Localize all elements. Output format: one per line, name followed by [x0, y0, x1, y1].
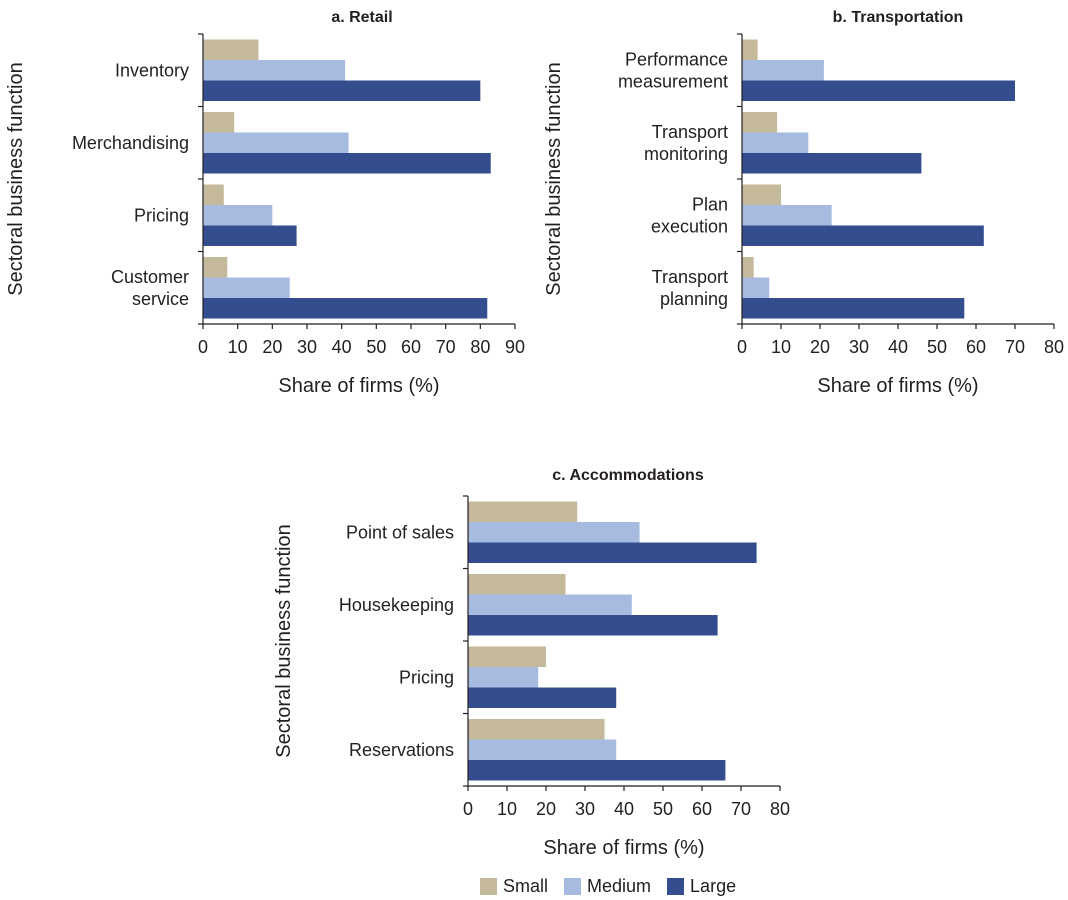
chart-panel-retail: a. Retail Inventory Merchandising Pricing Cu…: [0, 0, 540, 410]
category-label: Merchandising: [72, 133, 189, 153]
category-label: Plan execution: [651, 194, 728, 236]
bar-transport-monitoring-medium: [742, 133, 808, 154]
x-tick-label: 10: [771, 337, 791, 357]
x-axis-title: Share of firms (%): [543, 837, 704, 859]
x-tick-label: 40: [888, 337, 908, 357]
bar-pricing-medium: [468, 667, 538, 688]
x-tick-label: 50: [366, 337, 386, 357]
legend-swatch-small: [480, 878, 497, 895]
x-tick-label: 40: [614, 799, 634, 819]
chart-title: a. Retail: [331, 9, 392, 26]
bar-transport-planning-small: [742, 257, 754, 278]
bar-pricing-large: [468, 688, 616, 709]
chart-legend: Small Medium Large: [480, 876, 736, 897]
x-tick-label: 30: [849, 337, 869, 357]
chart-title: c. Accommodations: [552, 467, 704, 484]
y-axis-title: Sectoral business function: [5, 62, 27, 295]
x-tick-label: 80: [470, 337, 490, 357]
bar-plan-execution-small: [742, 185, 781, 206]
x-tick-label: 80: [770, 799, 790, 819]
bar-merchandising-medium: [203, 133, 349, 154]
bar-housekeeping-medium: [468, 595, 632, 616]
category-label: Pricing: [134, 205, 189, 225]
x-tick-label: 90: [505, 337, 525, 357]
bar-housekeeping-small: [468, 574, 566, 595]
bar-merchandising-small: [203, 112, 234, 133]
bar-performance-measurement-small: [742, 40, 758, 61]
x-tick-label: 30: [575, 799, 595, 819]
x-tick-label: 70: [1005, 337, 1025, 357]
bar-pricing-large: [203, 226, 297, 247]
bar-transport-monitoring-small: [742, 112, 777, 133]
x-tick-label: 70: [731, 799, 751, 819]
category-label: Reservations: [349, 740, 454, 760]
bar-plan-execution-large: [742, 226, 984, 247]
legend-label-medium: Medium: [587, 876, 651, 897]
bar-inventory-large: [203, 81, 480, 102]
bar-inventory-small: [203, 40, 258, 61]
category-label: Pricing: [399, 667, 454, 687]
chart-panel-transportation: b. Transportation Performance measurement T…: [540, 0, 1068, 410]
bar-transport-monitoring-large: [742, 153, 921, 174]
x-tick-label: 20: [810, 337, 830, 357]
bar-merchandising-large: [203, 153, 491, 174]
bar-point-of-sales-medium: [468, 522, 640, 543]
category-label: Transport planning: [652, 267, 728, 309]
category-label: Inventory: [115, 60, 189, 80]
bar-performance-measurement-medium: [742, 60, 824, 81]
legend-label-large: Large: [690, 876, 736, 897]
x-tick-label: 0: [463, 799, 473, 819]
y-axis-title: Sectoral business function: [273, 524, 295, 757]
x-tick-label: 0: [198, 337, 208, 357]
bar-pricing-medium: [203, 205, 272, 226]
x-tick-label: 20: [536, 799, 556, 819]
bar-customer-service-large: [203, 298, 487, 319]
x-tick-label: 60: [401, 337, 421, 357]
category-label: Transport monitoring: [644, 122, 728, 164]
legend-swatch-large: [667, 878, 684, 895]
x-tick-label: 30: [297, 337, 317, 357]
x-tick-label: 60: [966, 337, 986, 357]
bar-inventory-medium: [203, 60, 345, 81]
bar-plan-execution-medium: [742, 205, 832, 226]
bar-customer-service-medium: [203, 278, 290, 299]
x-tick-label: 50: [653, 799, 673, 819]
bar-point-of-sales-small: [468, 502, 577, 523]
legend-item-small: Small: [480, 876, 548, 897]
x-tick-label: 10: [228, 337, 248, 357]
x-tick-label: 20: [262, 337, 282, 357]
x-axis-title: Share of firms (%): [817, 375, 978, 397]
bar-transport-planning-large: [742, 298, 964, 319]
x-tick-label: 70: [436, 337, 456, 357]
bar-reservations-medium: [468, 740, 616, 761]
x-tick-label: 10: [497, 799, 517, 819]
bar-transport-planning-medium: [742, 278, 769, 299]
bar-performance-measurement-large: [742, 81, 1015, 102]
legend-item-medium: Medium: [564, 876, 651, 897]
category-label: Performance measurement: [618, 49, 728, 91]
category-label: Housekeeping: [339, 595, 454, 615]
chart-panel-accommodations: c. Accommodations Point of sales Housekeep…: [260, 460, 820, 870]
x-tick-label: 0: [737, 337, 747, 357]
bar-reservations-large: [468, 760, 725, 781]
bar-customer-service-small: [203, 257, 227, 278]
y-axis-title: Sectoral business function: [543, 62, 565, 295]
category-label: Point of sales: [346, 522, 454, 542]
x-tick-label: 60: [692, 799, 712, 819]
x-tick-label: 80: [1044, 337, 1064, 357]
category-label: Customer service: [111, 267, 189, 309]
chart-title: b. Transportation: [833, 9, 964, 26]
legend-swatch-medium: [564, 878, 581, 895]
bar-housekeeping-large: [468, 615, 718, 636]
x-tick-label: 50: [927, 337, 947, 357]
bar-reservations-small: [468, 719, 605, 740]
x-axis-title: Share of firms (%): [278, 375, 439, 397]
bar-point-of-sales-large: [468, 543, 757, 564]
legend-item-large: Large: [667, 876, 736, 897]
x-tick-label: 40: [332, 337, 352, 357]
bar-pricing-small: [203, 185, 224, 206]
legend-label-small: Small: [503, 876, 548, 897]
bar-pricing-small: [468, 647, 546, 668]
